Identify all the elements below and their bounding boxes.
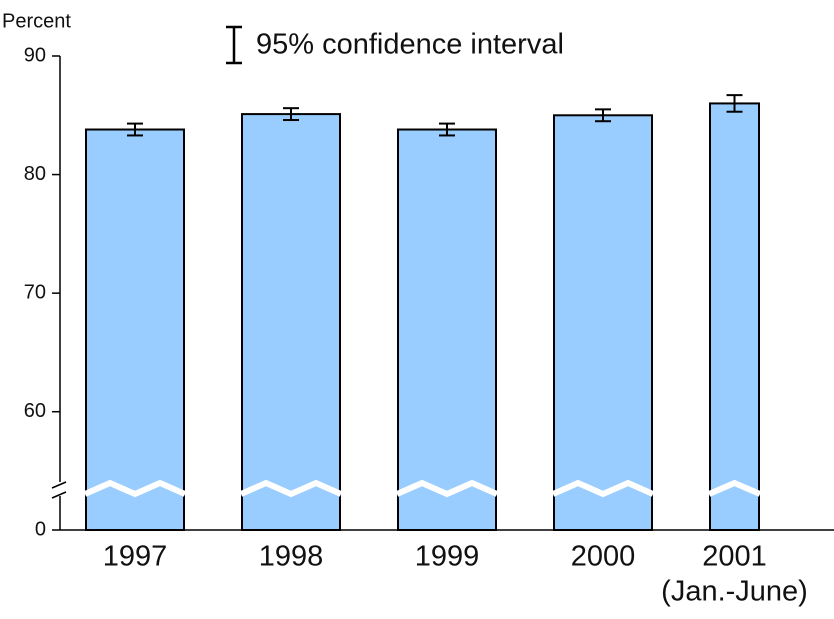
- axis-break-wave: [707, 479, 762, 497]
- x-tick-label: 2001: [702, 541, 767, 573]
- bar: [85, 128, 185, 531]
- axis-break-wave: [395, 479, 499, 498]
- legend-label: 95% confidence interval: [256, 29, 564, 61]
- x-tick-label: 1997: [103, 541, 168, 573]
- bar: [709, 102, 760, 532]
- axis-break: [51, 491, 67, 499]
- axis-break-wave: [83, 479, 187, 498]
- legend: 95% confidence interval: [226, 25, 564, 65]
- x-tick-label: 2000: [571, 541, 636, 573]
- bar: [553, 114, 653, 532]
- x-tick-label: 1998: [259, 541, 324, 573]
- y-tick-label: 60: [24, 400, 46, 422]
- axis-break: [51, 481, 67, 489]
- y-tick-label: 80: [24, 163, 46, 185]
- y-tick-label: 90: [24, 44, 46, 66]
- axis-break-wave: [551, 479, 655, 498]
- bar: [397, 128, 497, 531]
- x-tick-label: 1999: [415, 541, 480, 573]
- x-tick-note: (Jan.-June): [661, 576, 808, 608]
- y-tick-label: 70: [24, 281, 46, 303]
- y-axis-label: Percent: [2, 10, 71, 32]
- axis-break-wave: [239, 479, 343, 498]
- bar: [241, 113, 341, 531]
- y-tick-label: 0: [35, 518, 46, 540]
